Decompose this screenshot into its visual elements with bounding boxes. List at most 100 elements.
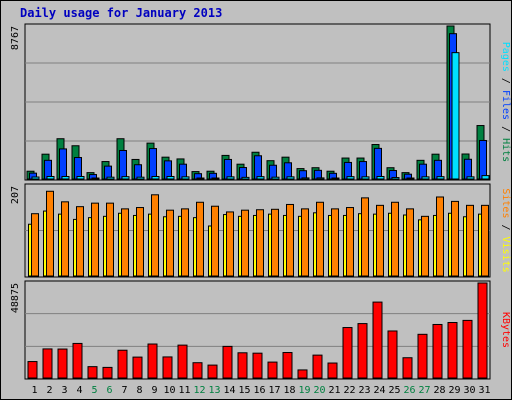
day-label: 9 <box>151 385 157 396</box>
day-label: 26 <box>403 385 415 396</box>
bar-sites <box>391 201 399 277</box>
bar-files <box>224 158 232 180</box>
bar-kbytes <box>342 327 353 379</box>
bar-sites <box>136 207 144 277</box>
bar-sites <box>241 209 249 277</box>
bar-pages <box>256 176 265 180</box>
bar-sites <box>226 211 234 277</box>
bar-sites <box>466 204 474 277</box>
bar-kbytes <box>147 343 158 379</box>
bar-files <box>74 157 82 180</box>
bar-kbytes <box>177 344 188 379</box>
day-label: 27 <box>418 385 430 396</box>
day-label: 29 <box>448 385 460 396</box>
panel-1-ymax-label: 8767 <box>10 26 21 50</box>
bar-pages <box>271 176 280 180</box>
bar-pages <box>421 176 430 180</box>
legend-part: / <box>500 218 511 236</box>
bar-kbytes <box>87 366 98 379</box>
bar-files <box>254 155 262 180</box>
bar-sites <box>481 204 489 277</box>
bar-pages <box>391 177 400 180</box>
bar-kbytes <box>237 352 248 379</box>
day-label: 20 <box>313 385 325 396</box>
day-label: 6 <box>106 385 112 396</box>
day-label: 31 <box>478 385 490 396</box>
bar-kbytes <box>477 282 488 379</box>
bar-sites <box>46 190 54 277</box>
bar-files <box>119 149 127 180</box>
chart-title: Daily usage for January 2013 <box>20 6 223 20</box>
day-label: 15 <box>238 385 250 396</box>
day-label: 12 <box>193 385 205 396</box>
bar-kbytes <box>297 369 308 379</box>
bar-files <box>479 139 487 180</box>
bar-sites <box>346 207 354 277</box>
panel-3-ymax-label: 48875 <box>10 283 21 313</box>
day-label: 22 <box>343 385 355 396</box>
bar-kbytes <box>432 323 443 379</box>
bar-pages <box>166 175 175 180</box>
bar-pages <box>286 176 295 180</box>
bar-pages <box>406 177 415 180</box>
bar-pages <box>121 176 130 180</box>
bar-sites <box>91 202 99 277</box>
bar-files <box>374 147 382 180</box>
bar-sites <box>361 197 369 277</box>
bar-kbytes <box>252 352 263 379</box>
day-label: 3 <box>61 385 67 396</box>
bar-files <box>59 148 67 180</box>
bar-sites <box>421 215 429 277</box>
bar-kbytes <box>312 354 323 379</box>
legend-part: Sites <box>500 188 511 218</box>
bar-pages <box>241 176 250 180</box>
bar-pages <box>106 176 115 180</box>
bar-pages <box>361 176 370 180</box>
bar-pages <box>376 175 385 180</box>
bar-kbytes <box>117 349 128 379</box>
bar-sites <box>436 196 444 277</box>
panel-2-ymax-label: 207 <box>10 186 21 204</box>
bar-pages <box>151 175 160 180</box>
day-label: 2 <box>46 385 52 396</box>
panel-1-legend: Pages / Files / Hits <box>500 42 511 162</box>
legend-part: Hits <box>500 138 511 162</box>
day-label: 10 <box>163 385 175 396</box>
day-label: 13 <box>208 385 220 396</box>
bar-kbytes <box>372 301 383 379</box>
legend-part: Visits <box>500 237 511 273</box>
bar-kbytes <box>102 366 113 379</box>
bar-kbytes <box>402 357 413 379</box>
day-label: 18 <box>283 385 295 396</box>
bar-sites <box>376 204 384 277</box>
bar-sites <box>331 208 339 277</box>
bar-kbytes <box>192 362 203 379</box>
bar-pages <box>61 175 70 180</box>
bar-sites <box>286 203 294 277</box>
bar-kbytes <box>267 361 278 379</box>
bar-kbytes <box>282 352 293 379</box>
bar-sites <box>256 209 264 277</box>
bar-pages <box>331 177 340 180</box>
legend-part: KBytes <box>500 312 511 348</box>
day-label: 24 <box>373 385 385 396</box>
bar-sites <box>181 208 189 277</box>
bar-pages <box>226 176 235 180</box>
day-label: 23 <box>358 385 370 396</box>
bar-kbytes <box>417 333 428 379</box>
bar-pages <box>316 177 325 180</box>
day-label: 30 <box>463 385 475 396</box>
day-label: 17 <box>268 385 280 396</box>
bar-kbytes <box>207 364 218 379</box>
legend-part: Files <box>500 90 511 120</box>
bar-kbytes <box>222 345 233 379</box>
bar-sites <box>76 206 84 277</box>
day-label: 25 <box>388 385 400 396</box>
bar-sites <box>31 213 39 277</box>
day-label: 28 <box>433 385 445 396</box>
bar-pages <box>466 176 475 180</box>
bar-pages <box>76 175 85 180</box>
bar-kbytes <box>327 362 338 379</box>
day-label: 1 <box>31 385 37 396</box>
